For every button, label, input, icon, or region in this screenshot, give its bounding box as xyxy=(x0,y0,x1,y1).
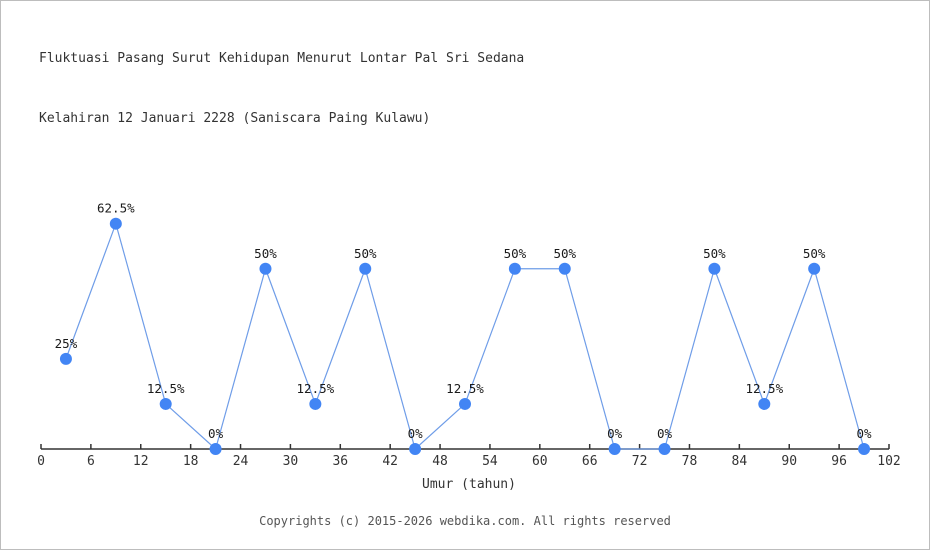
x-axis-tick-label: 84 xyxy=(732,454,748,469)
data-point xyxy=(608,443,621,455)
x-axis-tick-label: 90 xyxy=(781,454,797,469)
x-axis-tick-label: 18 xyxy=(183,454,199,469)
data-point xyxy=(259,262,272,275)
data-point xyxy=(59,352,72,365)
data-point-label: 0% xyxy=(657,426,673,441)
data-point-label: 12.5% xyxy=(297,381,335,396)
x-axis-tick-label: 36 xyxy=(332,454,348,469)
x-axis-tick-label: 72 xyxy=(632,454,648,469)
x-axis-tick-label: 42 xyxy=(382,454,398,469)
copyright-text: Copyrights (c) 2015-2026 webdika.com. Al… xyxy=(259,514,671,528)
chart-title: Fluktuasi Pasang Surut Kehidupan Menurut… xyxy=(39,9,524,169)
x-axis-tick-label: 24 xyxy=(233,454,249,469)
x-axis-tick-label: 60 xyxy=(532,454,548,469)
data-point-label: 12.5% xyxy=(147,381,185,396)
data-point-label: 0% xyxy=(607,426,623,441)
data-point xyxy=(708,262,721,275)
x-axis-tick-label: 78 xyxy=(682,454,698,469)
data-point xyxy=(858,443,871,455)
data-point xyxy=(459,397,471,410)
data-point xyxy=(109,217,122,230)
data-point-label: 50% xyxy=(354,246,377,261)
x-axis-tick-label: 54 xyxy=(482,454,498,469)
data-point-label: 12.5% xyxy=(446,381,484,396)
x-axis-tick-label: 96 xyxy=(831,454,847,469)
data-point-label: 50% xyxy=(703,246,726,261)
data-point-label: 50% xyxy=(553,246,576,261)
data-point xyxy=(359,262,372,275)
x-axis-tick-label: 0 xyxy=(37,454,45,469)
x-axis-tick-label: 12 xyxy=(133,454,149,469)
data-point xyxy=(409,443,422,455)
data-point xyxy=(808,262,821,275)
data-point-label: 50% xyxy=(254,246,277,261)
data-point-label: 62.5% xyxy=(97,201,135,216)
data-point xyxy=(209,443,222,455)
x-axis-tick-label: 66 xyxy=(582,454,598,469)
data-point xyxy=(159,397,172,410)
x-axis-tick-label: 48 xyxy=(432,454,448,469)
data-point-label: 50% xyxy=(803,246,826,261)
data-point xyxy=(558,262,571,275)
data-point-label: 0% xyxy=(208,426,224,441)
data-point-label: 0% xyxy=(408,426,424,441)
x-axis-tick-label: 102 xyxy=(877,454,900,469)
data-point xyxy=(508,262,521,275)
x-axis-title: Umur (tahun) xyxy=(422,477,516,492)
data-point xyxy=(309,397,322,410)
x-axis-tick-label: 30 xyxy=(283,454,299,469)
data-point-label: 12.5% xyxy=(745,381,783,396)
data-point-label: 50% xyxy=(504,246,527,261)
chart-title-line2: Kelahiran 12 Januari 2228 (Saniscara Pai… xyxy=(39,111,431,126)
data-point-label: 0% xyxy=(857,426,873,441)
chart-title-line1: Fluktuasi Pasang Surut Kehidupan Menurut… xyxy=(39,51,525,66)
data-point xyxy=(658,443,671,455)
data-point-label: 25% xyxy=(55,336,78,351)
x-axis-tick-label: 6 xyxy=(87,454,95,469)
data-point xyxy=(758,397,771,410)
line-series xyxy=(65,221,865,451)
